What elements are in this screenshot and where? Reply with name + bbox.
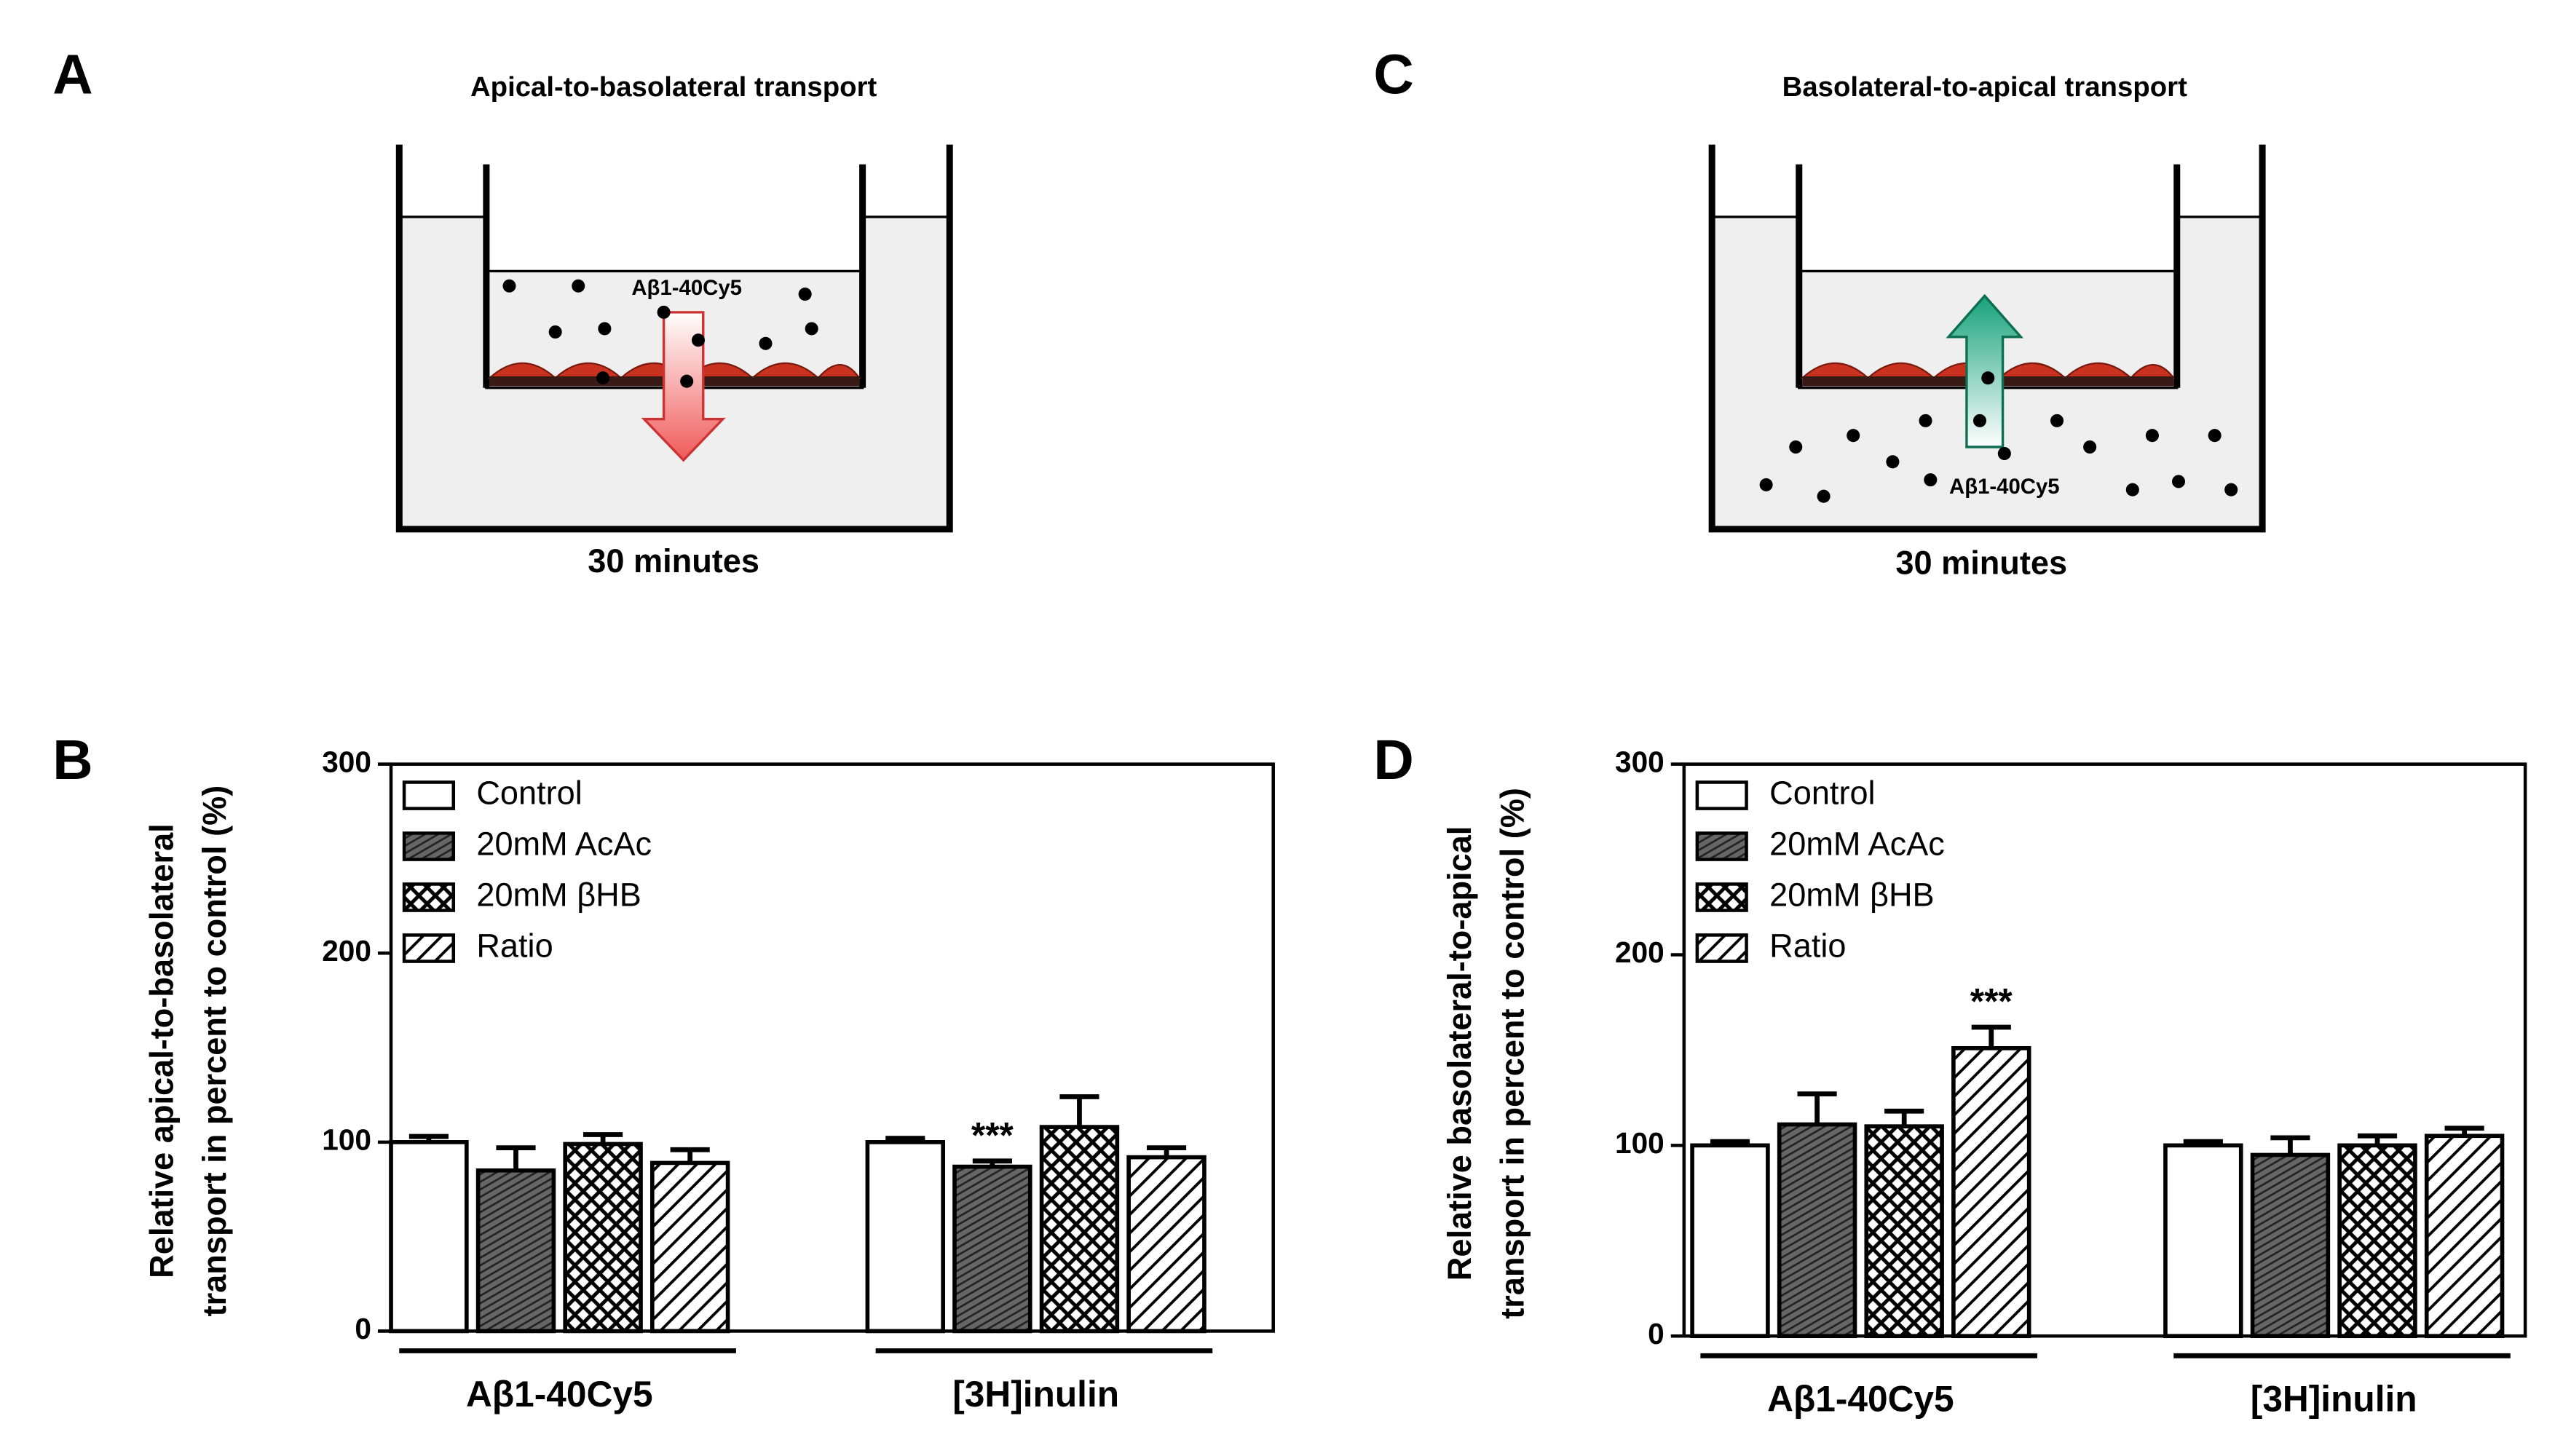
plot-frame	[389, 762, 1275, 1333]
y-axis-label: transport in percent to control (%)	[1493, 788, 1531, 1319]
legend-label: 20mM βHB	[476, 876, 641, 913]
panel-letter: A	[52, 44, 92, 106]
bar	[1690, 1143, 1770, 1339]
y-tick-label: 200	[1615, 935, 1664, 969]
time-label: 30 minutes	[588, 542, 759, 579]
y-tick-label: 200	[322, 934, 371, 968]
y-tick-label: 100	[322, 1123, 371, 1157]
molecule-label: Aβ1-40Cy5	[1949, 475, 2060, 499]
legend-label: 20mM βHB	[1769, 876, 1935, 913]
y-tick-label: 0	[355, 1312, 371, 1345]
y-axis-label: Relative apical-to-basolateral	[143, 823, 181, 1278]
legend-swatch	[402, 933, 456, 963]
bar	[1777, 1122, 1857, 1339]
panel-letter: C	[1373, 44, 1413, 106]
y-axis-label: Relative basolateral-to-apical	[1441, 826, 1478, 1281]
molecule-label: Aβ1-40Cy5	[631, 276, 742, 300]
legend-label: Control	[476, 774, 582, 811]
legend-swatch	[402, 780, 456, 810]
time-label: 30 minutes	[1895, 544, 2067, 581]
diagram-title: Apical-to-basolateral transport	[470, 71, 877, 103]
legend-swatch	[402, 882, 456, 912]
legend-swatch	[1695, 780, 1748, 810]
y-tick-label: 300	[322, 745, 371, 778]
y-axis-label: transport in percent to control (%)	[196, 786, 233, 1317]
legend-label: Ratio	[476, 927, 553, 964]
bar	[1039, 1125, 1120, 1334]
bar	[1864, 1124, 1944, 1339]
panel-letter: D	[1373, 729, 1413, 791]
bar	[563, 1142, 643, 1334]
significance: ***	[971, 1115, 1014, 1155]
x-tick-label: Aβ1-40Cy5	[1767, 1379, 1954, 1420]
bar	[475, 1168, 556, 1334]
legend-swatch	[1695, 882, 1748, 912]
plot-frame	[1682, 762, 2527, 1338]
bar	[2424, 1133, 2505, 1339]
legend-swatch	[1695, 831, 1748, 861]
bar	[649, 1160, 730, 1334]
x-tick-label: Aβ1-40Cy5	[466, 1374, 653, 1415]
bar	[2250, 1152, 2331, 1339]
diagram-title: Basolateral-to-apical transport	[1782, 71, 2187, 103]
bar	[2337, 1143, 2417, 1339]
legend-label: Control	[1769, 774, 1875, 811]
x-tick-label: [3H]inulin	[2251, 1379, 2417, 1420]
panel-letter: B	[52, 729, 92, 791]
legend-label: Ratio	[1769, 927, 1846, 964]
diagram-c: C Basolateral-to-apical transport Aβ1-40…	[1373, 44, 2266, 581]
legend-label: 20mM AcAc	[1769, 825, 1945, 862]
x-tick-label: [3H]inulin	[952, 1374, 1119, 1415]
diagram-a: A Apical-to-basolateral transport Aβ1-40…	[52, 44, 953, 579]
y-tick-label: 300	[1615, 745, 1664, 778]
bar	[865, 1140, 945, 1334]
bar	[952, 1164, 1032, 1334]
bar	[2163, 1143, 2243, 1339]
y-tick-label: 0	[1648, 1317, 1664, 1350]
legend-label: 20mM AcAc	[476, 825, 652, 862]
bar	[1951, 1045, 2031, 1339]
bar	[389, 1140, 469, 1334]
y-tick-label: 100	[1615, 1126, 1664, 1160]
legend-swatch	[402, 831, 456, 861]
significance: ***	[1970, 981, 2013, 1022]
legend-swatch	[1695, 933, 1748, 963]
bar	[1126, 1155, 1207, 1334]
